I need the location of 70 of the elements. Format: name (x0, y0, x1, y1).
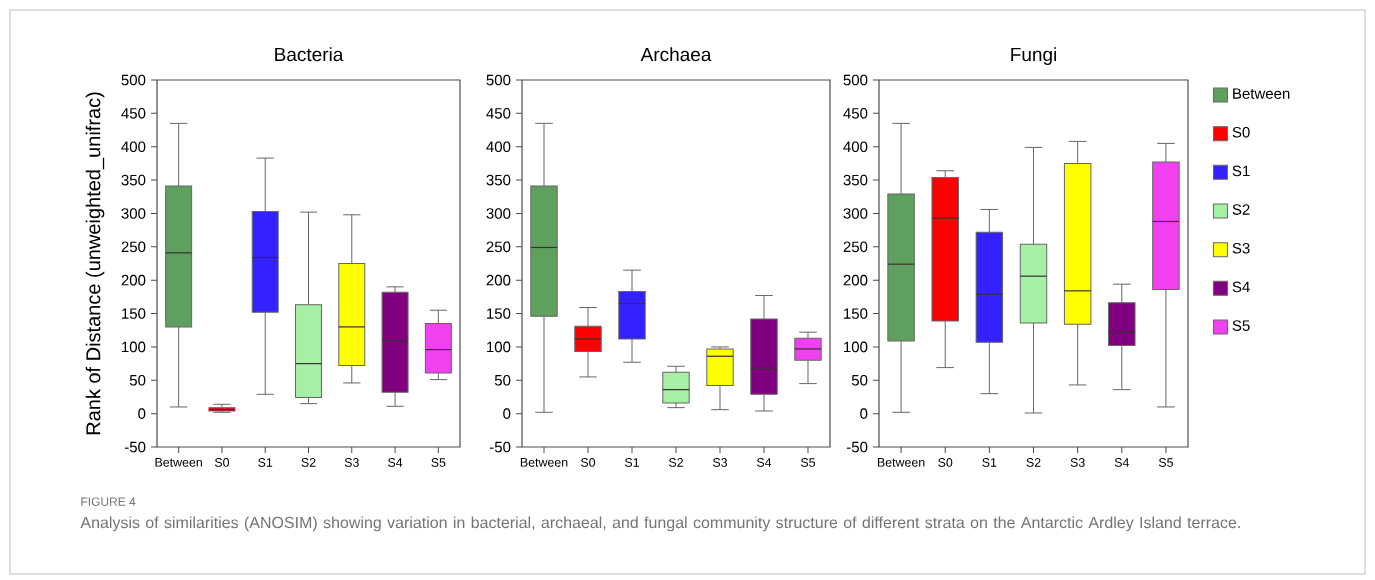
x-tick-label: S5 (800, 458, 816, 467)
y-tick-label: 0 (860, 408, 868, 419)
chart-title: Archaea (640, 47, 712, 62)
legend-label: S3 (1232, 242, 1250, 254)
y-tick-label: 200 (121, 274, 146, 286)
x-tick-label: S0 (214, 458, 230, 467)
x-tick-label: S5 (431, 458, 446, 467)
y-tick-label: 250 (121, 241, 146, 253)
y-tick-label: 150 (122, 308, 146, 319)
y-tick-label: 100 (487, 341, 511, 353)
x-tick-label: S2 (301, 458, 316, 467)
x-tick-label: S3 (1070, 458, 1085, 467)
y-tick-label: -50 (846, 441, 868, 453)
x-tick-label: S4 (1114, 458, 1129, 467)
x-tick-label: S0 (580, 458, 596, 467)
x-tick-label: Between (877, 458, 925, 467)
y-tick-label: 300 (843, 208, 868, 219)
legend-label: S2 (1232, 204, 1250, 215)
y-tick-label: 500 (121, 74, 146, 86)
y-tick-label: 250 (486, 241, 511, 253)
legend-label: S5 (1232, 320, 1250, 331)
legend-label: S1 (1232, 165, 1250, 177)
x-tick-label: Between (520, 458, 568, 467)
y-tick-label: 350 (121, 174, 146, 186)
y-tick-label: 350 (843, 174, 868, 186)
y-tick-label: 450 (486, 108, 511, 119)
x-tick-label: S1 (982, 458, 997, 467)
y-tick-label: 400 (121, 141, 146, 153)
y-tick-label: 450 (121, 108, 146, 119)
x-tick-label: S3 (712, 458, 728, 467)
legend-label: S4 (1232, 281, 1250, 293)
caption: FIGURE 4 (81, 497, 136, 506)
y-tick-label: 200 (486, 274, 511, 286)
y-tick-label: 100 (122, 341, 146, 353)
x-tick-label: S2 (1026, 458, 1041, 467)
x-tick-label: S4 (388, 458, 403, 467)
chart-title: Bacteria (275, 47, 344, 62)
y-tick-label: 150 (844, 308, 868, 319)
x-tick-label: Between (155, 458, 202, 467)
y-tick-label: 300 (121, 208, 146, 219)
x-tick-label: S2 (668, 458, 683, 467)
chart-title: Fungi (1011, 47, 1056, 65)
x-tick-label: S5 (1158, 458, 1173, 467)
y-tick-label: 250 (843, 241, 868, 253)
y-tick-label: 500 (843, 74, 868, 86)
legend-label: S0 (1232, 126, 1250, 138)
y-tick-label: -50 (124, 441, 146, 453)
x-tick-label: S3 (344, 458, 359, 467)
y-tick-label: 350 (486, 174, 511, 186)
y-tick-label: 200 (843, 274, 868, 286)
y-tick-label: 400 (843, 141, 868, 153)
y-tick-label: 0 (138, 408, 146, 419)
y-tick-label: 50 (494, 374, 511, 386)
x-tick-label: S0 (938, 458, 953, 467)
y-tick-label: 100 (844, 341, 868, 353)
y-tick-label: 50 (851, 374, 868, 386)
x-tick-label: S1 (624, 458, 639, 467)
y-tick-label: 50 (129, 374, 146, 386)
text: Analysis of similarities (ANOSIM) showing variation in bacterial, archaeal, and fungal community structure of different strata on the Antarctic Ardley Island terrace. (80, 516, 1240, 532)
y-tick-label: 500 (486, 74, 511, 86)
x-tick-label: S1 (258, 458, 273, 467)
y-tick-label: 400 (486, 141, 511, 153)
y-tick-label: 0 (503, 408, 511, 419)
y-axis-title: Rank of Distance (unweighted_unifrac) (85, 92, 105, 435)
y-tick-label: 300 (486, 208, 511, 219)
legend-label: Between (1233, 88, 1290, 99)
x-tick-label: S4 (756, 458, 772, 467)
y-tick-label: 150 (487, 308, 511, 319)
y-tick-label: -50 (489, 441, 511, 453)
y-tick-label: 450 (843, 108, 868, 119)
